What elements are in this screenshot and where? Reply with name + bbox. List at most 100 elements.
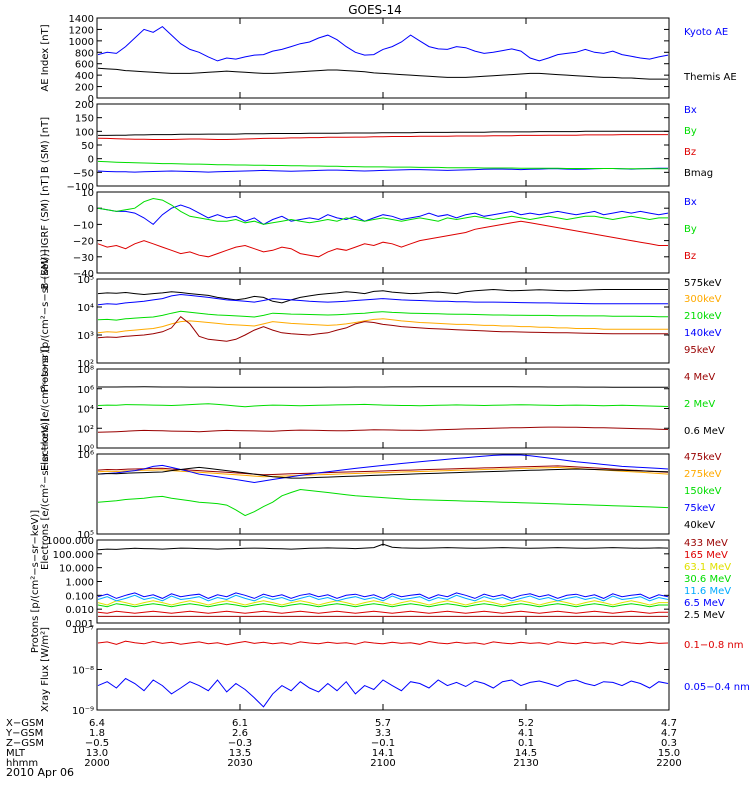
y-tick-label: 10⁵ bbox=[77, 530, 94, 541]
y-axis-label: Xray Flux [W/m²] bbox=[40, 627, 51, 712]
y-tick-label: 10⁵ bbox=[77, 275, 94, 286]
panel-3: 10 0 −10 −20 −30 −40 B (SM)−IGRF (SM) [nT] Bx By… bbox=[40, 175, 697, 289]
y-tick-label: 10³ bbox=[77, 331, 94, 342]
legend-entry: 95keV bbox=[684, 345, 715, 356]
x-axis-value: 5.2 bbox=[518, 718, 534, 729]
legend-entry: 4 MeV bbox=[684, 372, 715, 383]
x-axis-value: 6.1 bbox=[232, 718, 248, 729]
panel-frame bbox=[96, 368, 670, 449]
legend-entry: 63.1 MeV bbox=[684, 562, 731, 573]
x-axis-value: 3.3 bbox=[375, 728, 391, 739]
y-tick-label: 10⁶ bbox=[77, 450, 94, 461]
panel-4: 10⁵ 10⁴ 10³ 10² Protons [p/(cm²−s−sr−keV)] 57… bbox=[40, 249, 722, 392]
panel-frame bbox=[96, 628, 670, 711]
y-axis-label: Protons [p/(cm²−s−sr−keV)] bbox=[40, 249, 51, 392]
series-line-themis-ae bbox=[97, 67, 668, 80]
date-label: 2010 Apr 06 bbox=[6, 766, 74, 779]
y-axis-label: B (SM)−IGRF (SM) [nT] bbox=[40, 175, 51, 289]
y-tick-label: −50 bbox=[73, 168, 94, 179]
panel-5: 10⁸ 10⁶ 10⁴ 10² 10⁰ Electrons [e/(cm²−s−sr)] 4… bbox=[40, 346, 725, 471]
legend-entry: Bz bbox=[684, 147, 696, 158]
legend-entry: 300keV bbox=[684, 294, 722, 305]
series-line-by bbox=[97, 197, 668, 225]
y-tick-label: 0.100 bbox=[65, 591, 94, 602]
y-tick-label: 800 bbox=[75, 48, 94, 59]
plot-title: GOES-14 bbox=[348, 3, 402, 17]
legend-entry: Bz bbox=[684, 251, 696, 262]
panel-2: 200 150 100 50 0 −50 −100 B (SM) [nT] Bx By Bz Bmag bbox=[40, 100, 713, 193]
series-line-210kev bbox=[97, 310, 668, 321]
series-line-kyoto-ae bbox=[97, 25, 669, 62]
series-line-bx bbox=[97, 167, 668, 173]
x-axis-value: 2000 bbox=[84, 758, 109, 769]
series-line-6-5-mev bbox=[97, 592, 669, 599]
y-axis-label: B (SM) [nT] bbox=[40, 117, 51, 173]
series-line-165-mev bbox=[97, 610, 668, 614]
y-axis-label: Electrons [e/(cm²−s−sr)] bbox=[40, 346, 51, 471]
legend-entry: Bmag bbox=[684, 168, 713, 179]
x-axis-value: 4.7 bbox=[661, 718, 677, 729]
x-axis-value: −0.1 bbox=[371, 738, 395, 749]
y-tick-label: 1000 bbox=[69, 37, 94, 48]
x-axis-value: 4.7 bbox=[661, 728, 677, 739]
y-tick-label: 10² bbox=[77, 359, 94, 370]
y-tick-label: 10² bbox=[77, 424, 94, 435]
panel-8: 10⁻⁷ 10⁻⁸ 10⁻⁹ Xray Flux [W/m²] 0.1−0.8 nm 0.… bbox=[40, 625, 750, 717]
series-line-11-6-mev bbox=[97, 594, 669, 602]
y-tick-label: 600 bbox=[75, 60, 94, 71]
y-tick-label: 0 bbox=[88, 204, 94, 215]
x-axis-value: 0.1 bbox=[518, 738, 534, 749]
y-tick-label: 0 bbox=[88, 94, 94, 105]
y-axis-label: Protons [p/(cm²−s−sr−keV)] bbox=[30, 510, 41, 653]
series-line-bx bbox=[97, 204, 669, 226]
y-tick-label: 100.000 bbox=[53, 550, 94, 561]
legend-entry: 30.6 MeV bbox=[684, 574, 731, 585]
y-tick-label: 10⁻⁸ bbox=[72, 666, 94, 677]
y-tick-label: −30 bbox=[73, 253, 94, 264]
legend-entry: 0.05−0.4 nm bbox=[684, 682, 750, 693]
y-tick-label: 10⁻⁷ bbox=[72, 625, 94, 636]
legend-entry: 140keV bbox=[684, 328, 722, 339]
x-axis-value: 1.8 bbox=[89, 728, 105, 739]
y-tick-label: 200 bbox=[75, 83, 94, 94]
x-axis-value: 15.0 bbox=[658, 748, 680, 759]
y-tick-label: 1.000 bbox=[65, 578, 94, 589]
legend-entry: Kyoto AE bbox=[684, 27, 728, 38]
legend-entry: 575keV bbox=[684, 278, 722, 289]
legend-entry: 6.5 MeV bbox=[684, 598, 725, 609]
x-axis-row-label: X−GSM bbox=[6, 718, 44, 729]
legend-entry: 165 MeV bbox=[684, 550, 728, 561]
y-tick-label: 10.000 bbox=[59, 564, 94, 575]
series-line-bz bbox=[97, 220, 668, 258]
x-axis-value: 13.0 bbox=[86, 748, 108, 759]
legend-entry: By bbox=[684, 224, 697, 235]
x-axis-value: 5.7 bbox=[375, 718, 391, 729]
x-axis-row-label: Z−GSM bbox=[6, 738, 44, 749]
y-tick-label: −40 bbox=[73, 269, 94, 280]
y-tick-label: 100 bbox=[75, 127, 94, 138]
series-line-0-1-0-8-nm bbox=[97, 640, 669, 646]
series-line-95kev bbox=[97, 316, 668, 342]
y-tick-label: 400 bbox=[75, 71, 94, 82]
y-tick-label: 0.001 bbox=[65, 619, 94, 630]
y-tick-label: 10 bbox=[81, 188, 94, 199]
panel-7: 1000.000 100.000 10.000 1.000 0.100 0.010 0.00… bbox=[30, 510, 731, 653]
series-line-bmag bbox=[98, 130, 668, 136]
x-axis-value: 0.3 bbox=[661, 738, 677, 749]
y-tick-label: 50 bbox=[81, 141, 94, 152]
x-axis-value: 2200 bbox=[656, 758, 681, 769]
legend-entry: 275keV bbox=[684, 469, 722, 480]
x-axis-value: −0.5 bbox=[85, 738, 109, 749]
series-line-63-1-mev bbox=[97, 600, 668, 606]
series-line-30-6-mev bbox=[97, 603, 668, 608]
panel-frame bbox=[96, 103, 670, 187]
y-tick-label: 10⁴ bbox=[77, 303, 94, 314]
y-tick-label: 1000.000 bbox=[46, 536, 94, 547]
x-axis-row-label: Y−GSM bbox=[5, 728, 43, 739]
x-axis-value: 6.4 bbox=[89, 718, 105, 729]
x-axis-value: 4.1 bbox=[518, 728, 534, 739]
legend-entry: By bbox=[684, 126, 697, 137]
y-tick-label: 10⁴ bbox=[77, 405, 94, 416]
